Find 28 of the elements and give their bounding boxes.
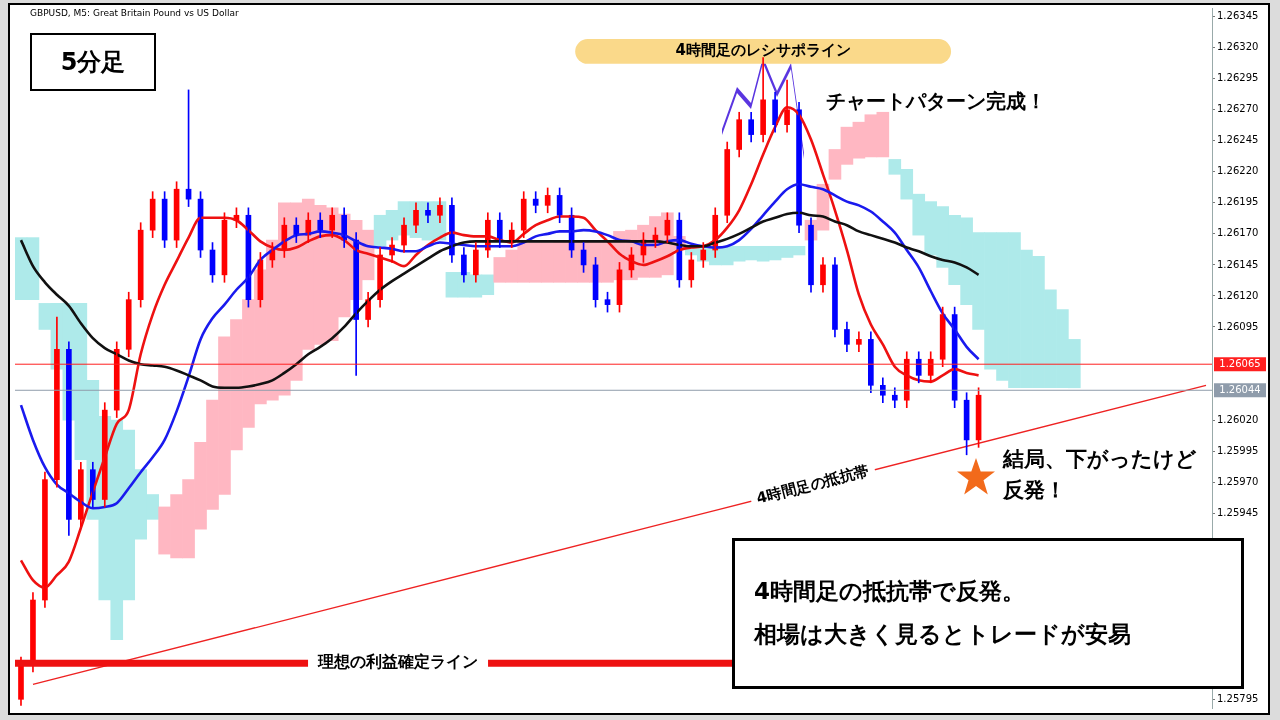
y-tick-label: 1.26020 [1217, 413, 1259, 425]
y-tick-label: 1.26245 [1217, 134, 1259, 146]
ref-line-label: 1.26065 [1219, 357, 1261, 369]
y-tick-label: 1.26120 [1217, 289, 1259, 301]
y-tick-label: 1.26195 [1217, 196, 1259, 208]
text: 5分足 [30, 33, 156, 91]
y-tick-label: 1.26220 [1217, 165, 1259, 177]
chart-subtitle: GBPUSD, M5: Great Britain Pound vs US Dollar [30, 8, 239, 18]
y-tick-label: 1.26145 [1217, 258, 1259, 270]
y-tick-label: 1.26345 [1217, 10, 1259, 22]
y-tick-label: 1.25945 [1217, 506, 1259, 518]
y-tick-label: 1.25995 [1217, 444, 1259, 456]
y-tick-label: 1.26320 [1217, 41, 1259, 53]
y-tick-label: 1.25970 [1217, 475, 1259, 487]
annotation: 4時間足の抵抗帯で反発。 [754, 577, 1026, 606]
band-label: 4時間足のレシサポライン [675, 41, 851, 60]
annotation: 相場は大きく見るとトレードが安易 [754, 620, 1131, 649]
annotation: 反発！ [1003, 477, 1066, 504]
ref-line-label: 理想の利益確定ライン [317, 652, 479, 672]
ref-line-label: 1.26044 [1219, 383, 1261, 395]
y-tick-label: 1.26170 [1217, 227, 1259, 239]
y-tick-label: 1.25795 [1217, 692, 1259, 704]
annotation: チャートパターン完成！ [826, 88, 1046, 114]
y-tick-label: 1.26095 [1217, 320, 1259, 332]
text: 4時間足の抵抗帯 [754, 461, 871, 508]
y-tick-label: 1.26295 [1217, 72, 1259, 84]
y-tick-label: 1.26270 [1217, 103, 1259, 115]
annotation: 結局、下がったけど [1003, 446, 1197, 473]
